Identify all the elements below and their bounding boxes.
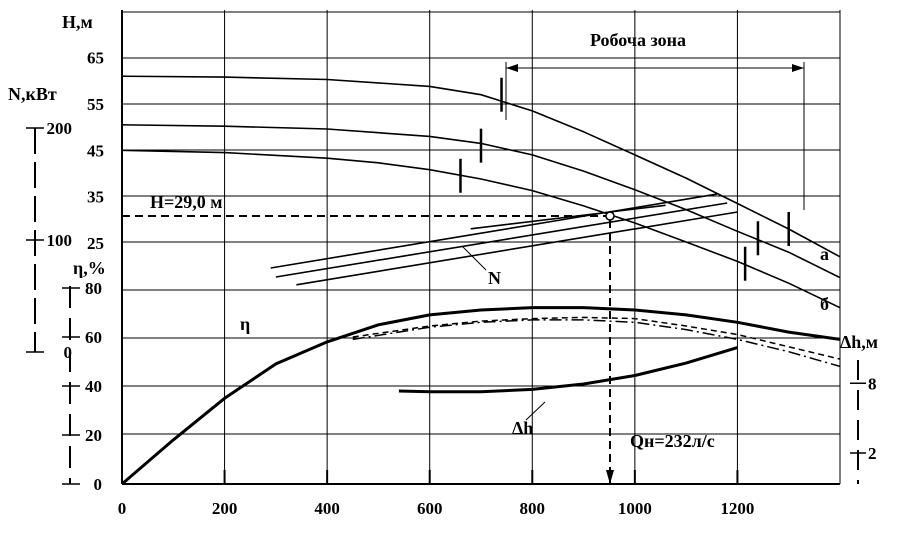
eta-tick-labels: 80 60 40 20 0 bbox=[62, 279, 102, 494]
dh-tick-label-0: 8 bbox=[868, 374, 877, 393]
x-tick-label-6: 1200 bbox=[720, 499, 754, 518]
eta-tick-label-0: 80 bbox=[85, 279, 102, 298]
h-tick-labels: 65 55 45 35 25 bbox=[87, 49, 104, 253]
grid bbox=[121, 10, 841, 484]
curve-N-leader bbox=[461, 245, 487, 271]
series-line-1 bbox=[121, 124, 841, 279]
head-point-label: Н=29,0 м bbox=[150, 192, 223, 212]
design-point bbox=[605, 211, 615, 221]
series-line-8 bbox=[352, 319, 841, 368]
series-line-3 bbox=[270, 193, 718, 269]
series-line-5 bbox=[296, 211, 738, 286]
work-zone-label: Робоча зона bbox=[590, 30, 686, 50]
work-zone-arrow-left bbox=[506, 64, 518, 72]
N-axis-title: N,кВт bbox=[8, 84, 57, 104]
h-tick-label-1: 55 bbox=[87, 95, 104, 114]
zone-marks bbox=[459, 77, 790, 281]
curve-a-label: а bbox=[820, 244, 829, 264]
series-line-9 bbox=[352, 316, 841, 360]
series-line-2 bbox=[121, 149, 841, 309]
curve-N-label: N bbox=[488, 268, 501, 288]
curves bbox=[121, 75, 841, 486]
eta-axis-title: η,% bbox=[73, 258, 106, 278]
h-tick-label-0: 65 bbox=[87, 49, 104, 68]
h-tick-label-4: 25 bbox=[87, 234, 104, 253]
series-line-6 bbox=[470, 204, 666, 230]
n-tick-label-2: 0 bbox=[64, 343, 73, 362]
x-tick-label-4: 800 bbox=[520, 499, 546, 518]
x-tick-label-0: 0 bbox=[118, 499, 127, 518]
dh-tick-labels: 82 bbox=[850, 374, 877, 463]
x-tick-labels: 0 200 400 600 800 1000 1200 bbox=[118, 470, 754, 518]
series-line-4 bbox=[275, 202, 728, 278]
h-tick-label-2: 45 bbox=[87, 141, 104, 160]
eta-tick-label-4: 0 bbox=[94, 475, 103, 494]
curve-eta-label: η bbox=[240, 314, 250, 334]
h-tick-label-3: 35 bbox=[87, 188, 104, 207]
dh-axis-title: Δh,м bbox=[840, 332, 878, 352]
eta-tick-label-3: 20 bbox=[85, 426, 102, 445]
curve-dh-label: Δh bbox=[512, 418, 533, 438]
x-tick-label-2: 400 bbox=[314, 499, 340, 518]
x-tick-label-1: 200 bbox=[212, 499, 238, 518]
n-tick-label-1: 100 bbox=[47, 231, 73, 250]
flow-point-label: Qн=232л/с bbox=[630, 431, 715, 451]
curve-b-label: б bbox=[820, 294, 829, 314]
work-zone-arrow-right bbox=[792, 64, 804, 72]
n-tick-labels: 200 100 0 bbox=[26, 119, 72, 362]
flow-arrow bbox=[606, 470, 614, 484]
curve-dh-leader bbox=[525, 401, 546, 421]
eta-tick-label-2: 40 bbox=[85, 377, 102, 396]
series-line-10 bbox=[398, 346, 738, 394]
eta-tick-label-1: 60 bbox=[85, 328, 102, 347]
series-line-0 bbox=[121, 75, 841, 258]
x-tick-label-3: 600 bbox=[417, 499, 443, 518]
dh-tick-label-1: 2 bbox=[868, 444, 877, 463]
n-tick-label-0: 200 bbox=[47, 119, 73, 138]
series-line-7 bbox=[121, 306, 841, 486]
x-tick-label-5: 1000 bbox=[618, 499, 652, 518]
H-axis-title: Н,м bbox=[62, 12, 93, 32]
